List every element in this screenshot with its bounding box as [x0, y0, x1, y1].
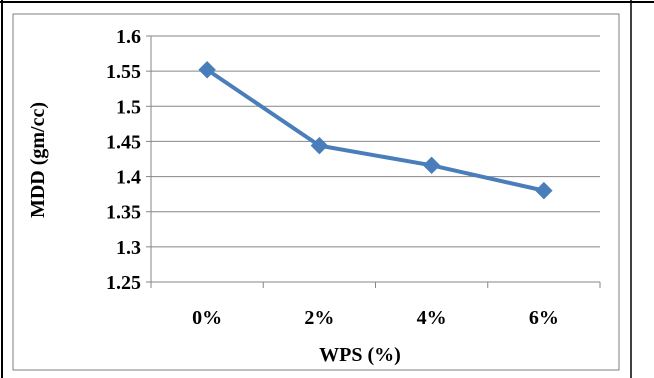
y-tick-label: 1.25	[106, 272, 141, 294]
y-tick-label: 1.6	[116, 26, 141, 48]
x-tick-labels: 0% 2% 4% 6%	[192, 307, 559, 329]
data-point-marker	[535, 181, 553, 200]
chart-area-border	[12, 13, 620, 371]
data-point-marker	[422, 156, 441, 175]
x-axis-title: WPS (%)	[319, 344, 401, 366]
y-tick-label: 1.45	[106, 131, 141, 153]
x-tick-label: 0%	[192, 307, 222, 329]
x-tick-label: 2%	[304, 307, 334, 329]
y-axis-title: MDD (gm/cc)	[27, 102, 49, 218]
y-tick-label: 1.55	[106, 61, 141, 83]
gridlines	[146, 35, 601, 288]
x-tick-label: 4%	[417, 307, 447, 329]
data-point-marker	[198, 61, 216, 79]
y-tick-label: 1.4	[116, 167, 141, 189]
x-tick-label: 6%	[529, 307, 559, 329]
series-markers	[198, 61, 553, 200]
series-line	[205, 67, 546, 193]
y-tick-label: 1.3	[116, 237, 141, 259]
y-tick-label: 1.5	[116, 96, 141, 118]
data-point-marker	[310, 136, 329, 155]
y-tick-label: 1.35	[106, 202, 141, 224]
data-line	[205, 67, 546, 193]
y-tick-labels: 1.25 1.3 1.35 1.4 1.45 1.5 1.55 1.6	[106, 26, 141, 294]
